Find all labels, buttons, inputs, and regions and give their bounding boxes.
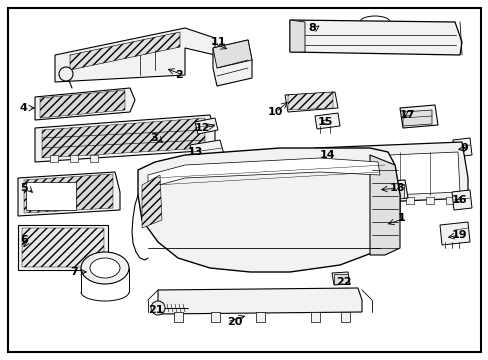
Polygon shape [35,115,215,162]
Bar [385,197,393,204]
Polygon shape [331,272,349,285]
Text: 21: 21 [148,305,163,315]
Text: 7: 7 [70,267,78,277]
Polygon shape [148,158,379,188]
Polygon shape [213,40,251,86]
Circle shape [151,301,164,315]
Polygon shape [55,28,215,82]
Polygon shape [35,88,135,120]
Bar [70,155,78,162]
Polygon shape [18,172,120,216]
Text: 20: 20 [227,317,242,327]
Polygon shape [374,180,407,200]
Polygon shape [213,40,251,68]
Text: 18: 18 [389,183,405,193]
Text: 10: 10 [267,107,283,117]
Bar [174,312,183,322]
Polygon shape [158,288,361,314]
Text: 5: 5 [20,183,27,193]
Polygon shape [452,138,471,157]
Polygon shape [138,148,399,272]
Ellipse shape [81,252,129,284]
Polygon shape [314,142,467,205]
Bar [346,197,353,204]
Text: 14: 14 [319,150,335,160]
Text: 6: 6 [20,235,28,245]
Text: 16: 16 [451,195,467,205]
Text: 4: 4 [20,103,28,113]
Text: 3: 3 [150,133,157,143]
Polygon shape [314,113,339,129]
Polygon shape [142,175,162,228]
Bar [425,197,433,204]
Text: 9: 9 [459,143,467,153]
Text: 8: 8 [307,23,315,33]
Text: 11: 11 [210,37,225,47]
Text: 15: 15 [317,117,333,127]
Polygon shape [399,105,437,128]
Bar [405,197,413,204]
Polygon shape [289,20,461,55]
Circle shape [387,171,395,179]
Polygon shape [195,118,218,134]
Polygon shape [40,90,125,118]
Bar [18,225,108,270]
Bar [365,197,373,204]
Circle shape [59,67,73,81]
Bar [377,184,403,198]
Bar [340,312,349,322]
Polygon shape [42,118,204,158]
Text: 22: 22 [336,277,351,287]
Bar [445,197,453,204]
Polygon shape [70,32,180,70]
Text: 19: 19 [451,230,467,240]
Polygon shape [24,174,113,213]
Text: 2: 2 [175,70,183,80]
Polygon shape [439,222,469,245]
Text: 1: 1 [397,213,405,223]
Ellipse shape [90,258,120,278]
Polygon shape [289,20,305,52]
Polygon shape [369,155,399,255]
Bar [310,312,319,322]
Polygon shape [190,140,224,163]
Text: 17: 17 [399,110,414,120]
Text: 12: 12 [194,123,209,133]
Bar [210,312,220,322]
Bar [50,155,58,162]
Polygon shape [22,228,104,267]
Bar [256,312,264,322]
Polygon shape [287,92,332,110]
Text: 13: 13 [187,147,203,157]
Polygon shape [321,152,459,198]
Polygon shape [451,190,471,210]
Bar [26,182,76,210]
Bar [333,274,347,284]
Polygon shape [402,110,431,126]
Bar [90,155,98,162]
Polygon shape [285,92,337,112]
Bar [325,197,333,204]
